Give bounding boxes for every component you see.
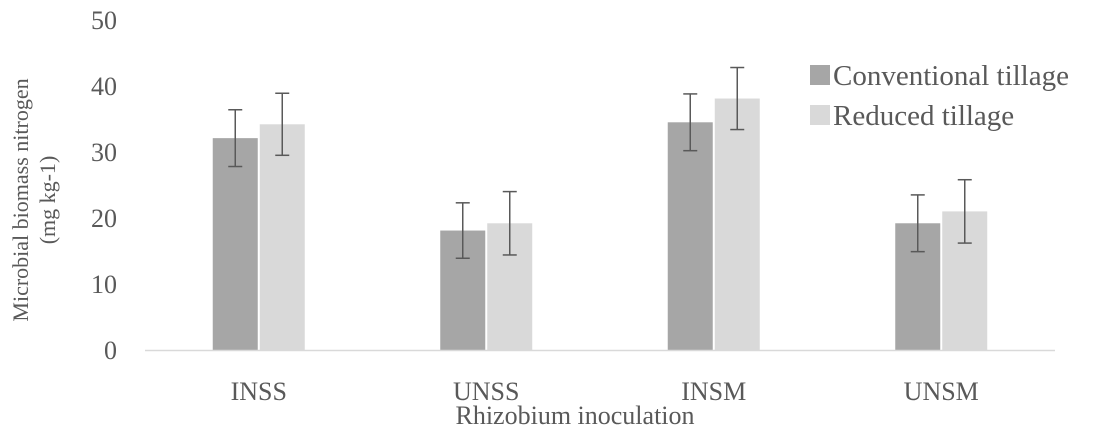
- error-bar: [730, 66, 745, 131]
- y-axis-title: Microbial biomass nitrogen (mg kg-1): [8, 78, 60, 321]
- x-tick-label: UNSS: [453, 377, 519, 406]
- y-tick-label: 20: [91, 204, 117, 233]
- x-axis-ticks: INSS UNSS INSM UNSM: [231, 377, 979, 406]
- x-tick-label: INSS: [231, 377, 287, 406]
- bars: [212, 66, 988, 350]
- x-axis-title: Rhizobium inoculation: [455, 401, 694, 429]
- y-tick-label: 50: [91, 6, 117, 35]
- legend: Conventional tillage Reduced tillage: [810, 60, 1069, 132]
- legend-swatch: [810, 105, 830, 125]
- error-bar: [455, 202, 470, 260]
- bar-inss-reduced: [259, 124, 305, 350]
- legend-swatch: [810, 65, 830, 85]
- y-axis-title-line: (mg kg-1): [35, 156, 60, 245]
- y-axis-title-line: Microbial biomass nitrogen: [8, 78, 33, 321]
- y-axis-ticks: 0 10 20 30 40 50: [91, 6, 117, 365]
- y-tick-label: 0: [104, 336, 117, 365]
- error-bar: [910, 194, 925, 253]
- error-bar: [683, 93, 698, 152]
- y-tick-label: 10: [91, 270, 117, 299]
- legend-label: Reduced tillage: [833, 100, 1014, 132]
- error-bar: [957, 178, 972, 244]
- bar-insm-reduced: [714, 98, 760, 350]
- error-bar: [275, 92, 290, 157]
- x-tick-label: INSM: [681, 377, 746, 406]
- bar-insm-conventional: [667, 122, 713, 350]
- error-bar: [228, 109, 243, 168]
- x-tick-label: UNSM: [904, 377, 979, 406]
- bar-inss-conventional: [212, 138, 258, 350]
- legend-label: Conventional tillage: [833, 60, 1069, 92]
- y-tick-label: 30: [91, 138, 117, 167]
- y-tick-label: 40: [91, 72, 117, 101]
- error-bar: [502, 190, 517, 256]
